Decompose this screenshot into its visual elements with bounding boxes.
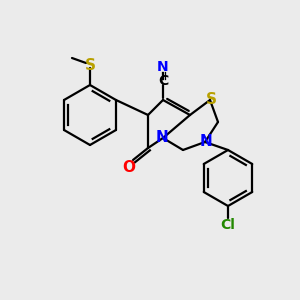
Text: C: C: [158, 74, 168, 88]
Text: S: S: [206, 92, 217, 106]
Text: N: N: [156, 130, 168, 146]
Text: Cl: Cl: [220, 218, 236, 232]
Text: N: N: [157, 60, 169, 74]
Text: N: N: [200, 134, 212, 149]
Text: S: S: [85, 58, 95, 73]
Text: O: O: [122, 160, 136, 175]
